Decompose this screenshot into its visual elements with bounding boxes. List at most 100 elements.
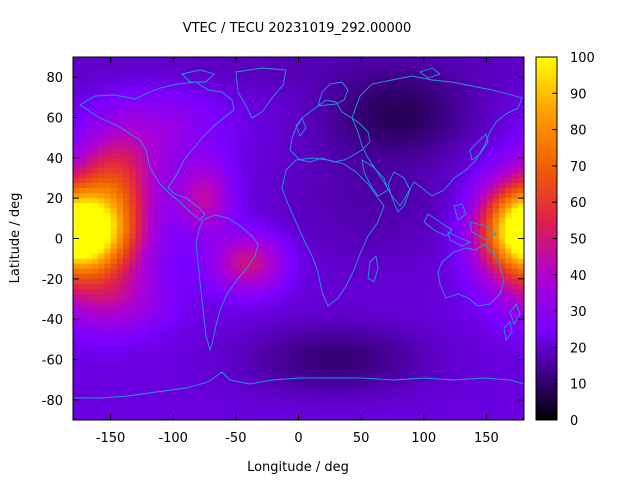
heatmap-cell [361,304,368,310]
heatmap-cell [336,147,343,154]
heatmap-cell [392,258,400,265]
heatmap-cell [267,102,275,109]
heatmap-cell [498,233,506,240]
heatmap-cell [411,299,419,305]
heatmap-cell [411,243,419,250]
heatmap-cell [348,263,356,270]
heatmap-cell [511,147,519,154]
heatmap-cell [329,208,337,214]
heatmap-cell [417,304,425,310]
heatmap-cell [154,238,162,245]
heatmap-cell [91,359,99,366]
heatmap-cell [398,167,406,174]
heatmap-cell [279,253,287,260]
heatmap-cell [442,122,450,129]
heatmap-cell [517,399,524,406]
heatmap-cell [342,167,350,174]
heatmap-cell [179,258,187,265]
heatmap-cell [348,72,356,78]
heatmap-cell [323,263,331,270]
heatmap-cell [198,233,206,240]
heatmap-cell [398,218,406,224]
heatmap-cell [204,309,212,315]
heatmap-cell [192,87,199,93]
heatmap-cell [323,394,331,401]
heatmap-cell [198,344,206,351]
heatmap-cell [386,253,394,260]
heatmap-cell [505,142,513,149]
heatmap-cell [185,379,193,386]
heatmap-cell [116,132,124,139]
heatmap-cell [292,384,300,391]
heatmap-cell [273,57,281,63]
heatmap-cell [442,193,450,199]
heatmap-cell [404,299,412,305]
heatmap-cell [267,137,275,144]
heatmap-cell [323,399,331,406]
heatmap-cell [279,72,287,78]
heatmap-cell [317,172,325,179]
heatmap-cell [235,218,243,224]
heatmap-cell [411,248,419,255]
heatmap-cell [154,258,162,265]
heatmap-cell [386,379,394,386]
heatmap-cell [198,188,206,194]
heatmap-cell [154,248,162,255]
heatmap-cell [85,193,93,199]
heatmap-cell [192,283,199,290]
heatmap-cell [129,258,137,265]
heatmap-cell [292,72,300,78]
heatmap-cell [398,374,406,381]
heatmap-cell [436,72,444,78]
heatmap-cell [373,399,381,406]
heatmap-cell [323,329,331,335]
heatmap-cell [317,374,325,381]
heatmap-cell [279,57,287,63]
heatmap-cell [467,127,475,134]
heatmap-cell [473,369,481,376]
heatmap-cell [379,394,387,401]
heatmap-cell [361,77,368,83]
heatmap-cell [254,122,262,129]
heatmap-cell [104,253,112,260]
heatmap-cell [110,349,118,356]
heatmap-cell [141,223,149,230]
heatmap-cell [267,329,275,335]
heatmap-cell [223,127,231,134]
heatmap-cell [467,299,475,305]
heatmap-cell [461,314,469,320]
heatmap-cell [279,137,287,144]
heatmap-cell [342,132,350,139]
heatmap-cell [404,344,412,351]
heatmap-cell [505,344,513,351]
heatmap-cell [148,384,156,391]
heatmap-cell [373,349,381,356]
heatmap-cell [448,253,456,260]
heatmap-cell [292,167,300,174]
heatmap-cell [204,167,212,174]
heatmap-cell [85,283,93,290]
heatmap-cell [154,384,162,391]
heatmap-cell [336,183,343,189]
heatmap-cell [129,92,137,98]
heatmap-cell [348,142,356,149]
heatmap-cell [217,314,224,320]
heatmap-cell [517,162,524,169]
heatmap-cell [192,137,199,144]
heatmap-cell [173,344,181,351]
heatmap-cell [348,334,356,340]
heatmap-cell [511,344,519,351]
heatmap-cell [348,283,356,290]
heatmap-cell [198,57,206,63]
heatmap-cell [279,203,287,209]
heatmap-cell [129,72,137,78]
heatmap-cell [179,178,187,184]
heatmap-cell [329,263,337,270]
heatmap-cell [329,102,337,109]
heatmap-cell [217,188,224,194]
heatmap-cell [367,213,375,219]
heatmap-cell [329,369,337,376]
heatmap-cell [292,62,300,68]
heatmap-cell [217,369,224,376]
